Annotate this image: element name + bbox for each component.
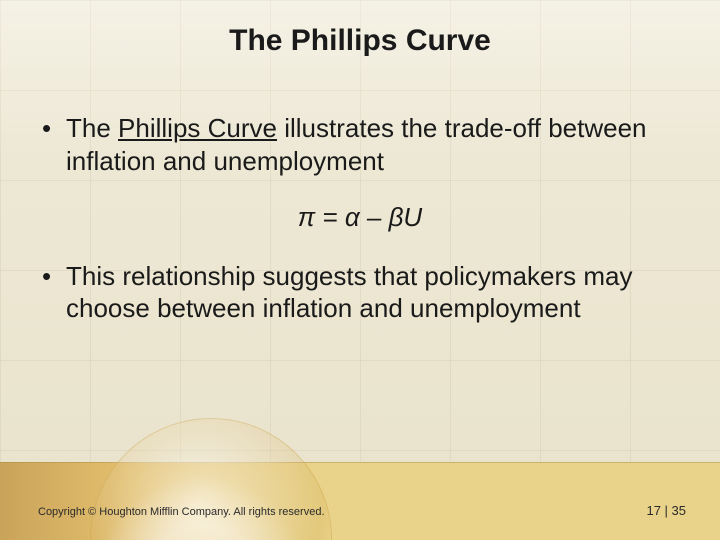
- page-number: 17 | 35: [646, 503, 686, 518]
- bullet-item: This relationship suggests that policyma…: [38, 260, 682, 325]
- slide-title: The Phillips Curve: [38, 24, 682, 58]
- bullet-text-underlined: Phillips Curve: [118, 113, 277, 143]
- slide-content: The Phillips Curve The Phillips Curve il…: [0, 0, 720, 540]
- bullet-text: This relationship suggests that policyma…: [66, 261, 632, 324]
- bullet-list: The Phillips Curve illustrates the trade…: [38, 112, 682, 177]
- slide-body: The Phillips Curve illustrates the trade…: [38, 112, 682, 325]
- bullet-list: This relationship suggests that policyma…: [38, 260, 682, 325]
- bullet-item: The Phillips Curve illustrates the trade…: [38, 112, 682, 177]
- bullet-text-prefix: The: [66, 113, 118, 143]
- equation: π = α – βU: [38, 201, 682, 234]
- copyright-text: Copyright © Houghton Mifflin Company. Al…: [38, 506, 325, 518]
- footer-band: Copyright © Houghton Mifflin Company. Al…: [0, 462, 720, 540]
